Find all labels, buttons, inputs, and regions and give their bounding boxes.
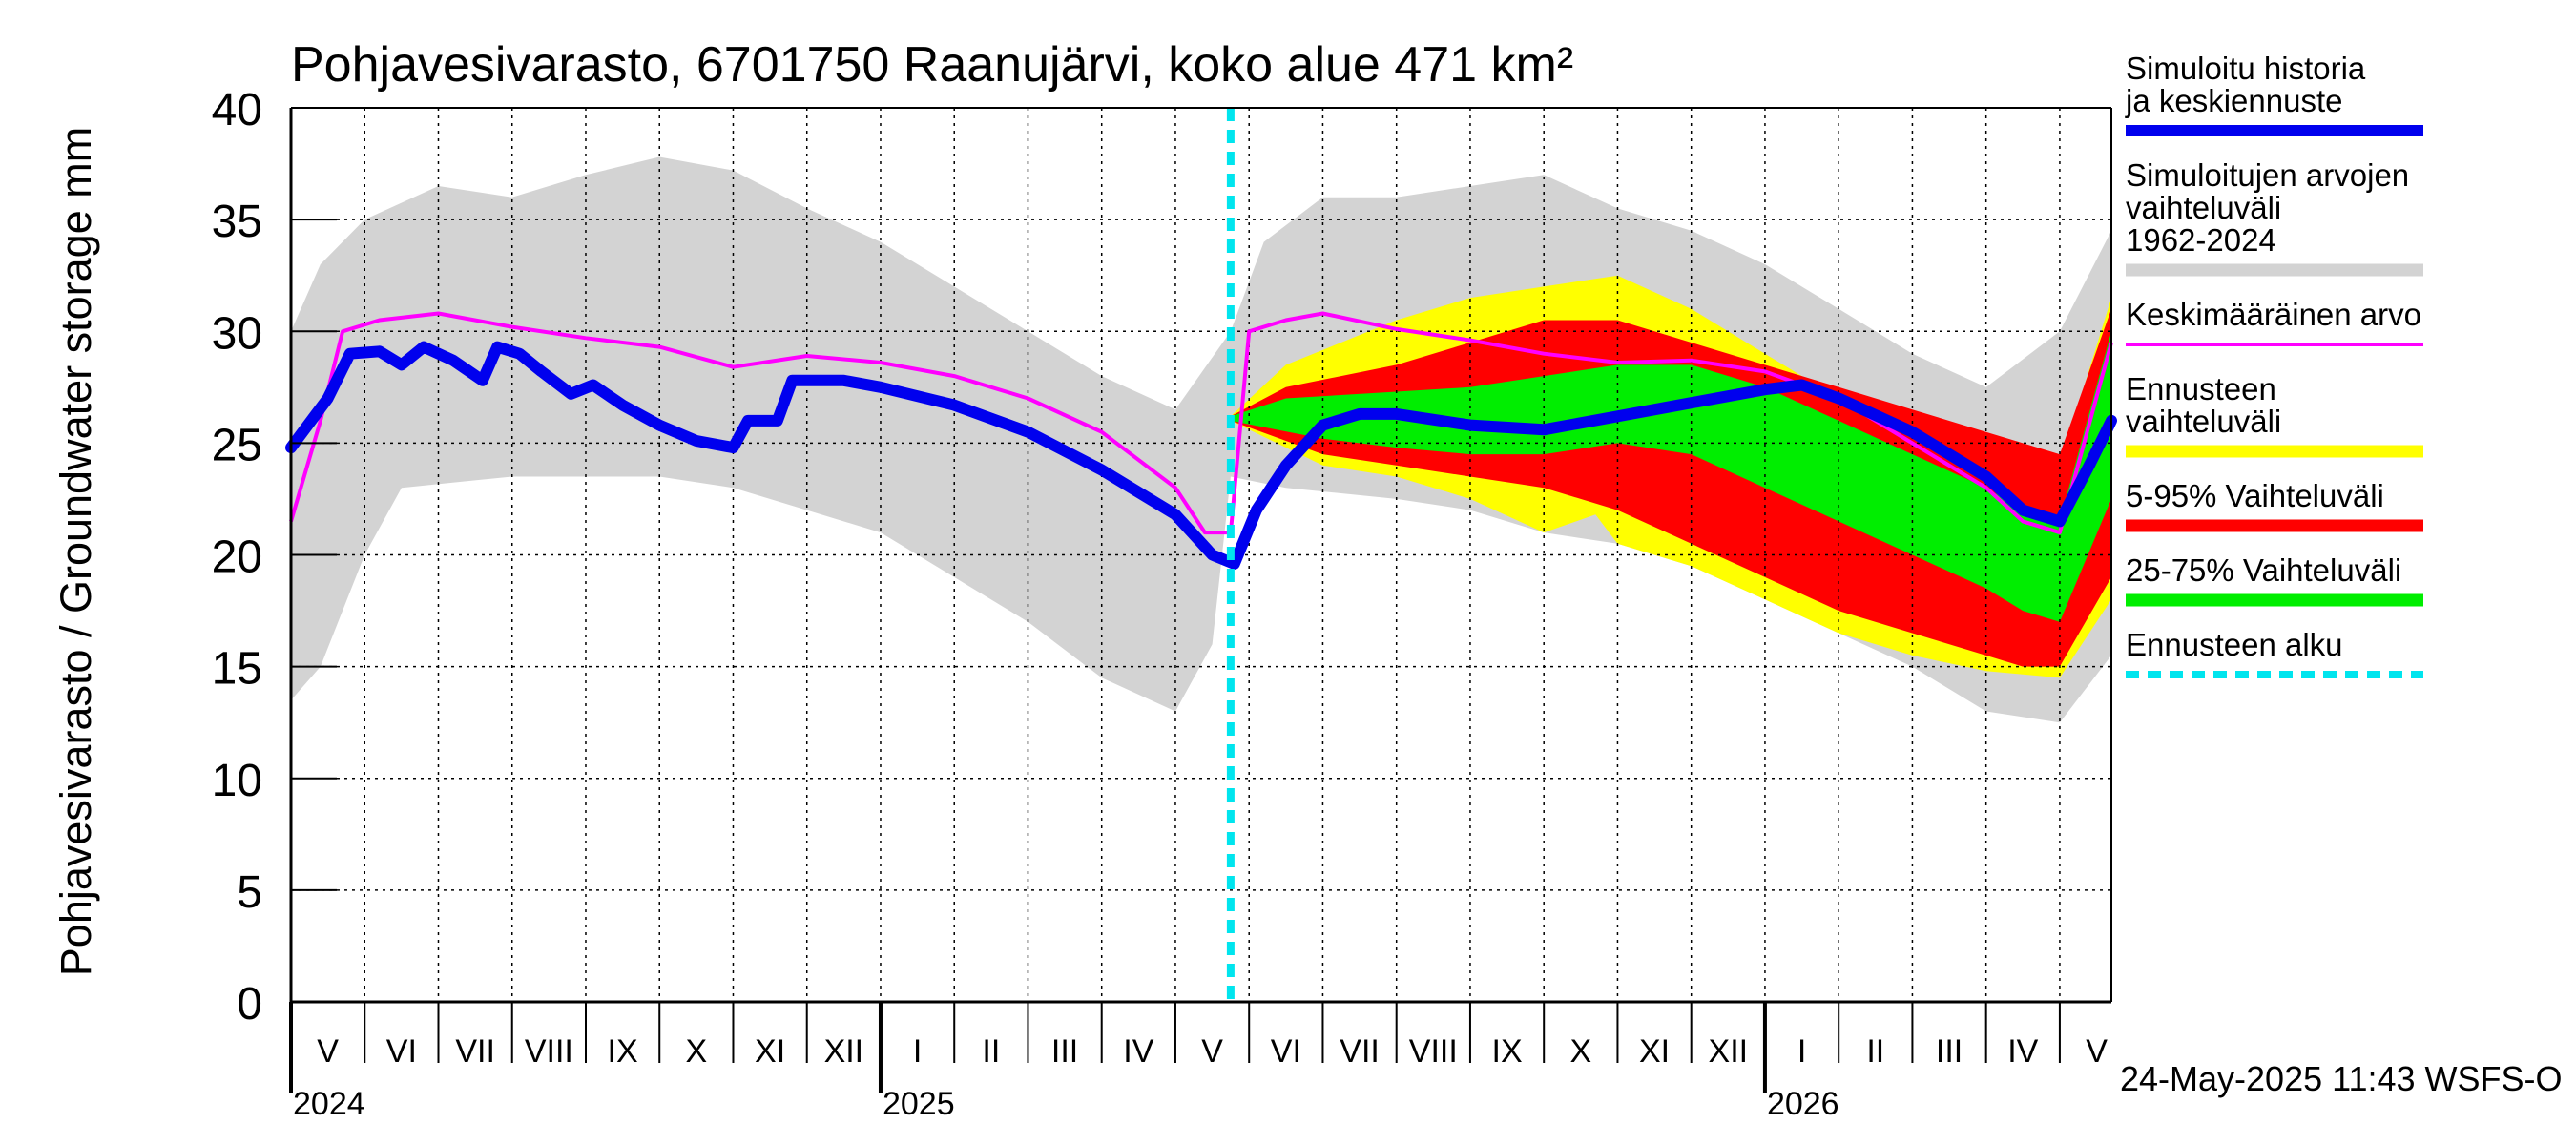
x-month-label: XII: [824, 1033, 864, 1070]
y-tick-label: 15: [212, 644, 262, 695]
x-month-label: I: [913, 1033, 922, 1070]
y-tick-label: 40: [212, 85, 262, 135]
x-month-label: II: [1866, 1033, 1884, 1070]
x-month-label: VIII: [1409, 1033, 1458, 1070]
legend-label-ennusteen-alku: Ennusteen alku: [2126, 627, 2343, 662]
x-month-label: VIII: [525, 1033, 573, 1070]
x-month-label: VI: [386, 1033, 417, 1070]
x-month-label: I: [1797, 1033, 1806, 1070]
legend-label-25-75-vaihteluv-li: 25-75% Vaihteluväli: [2126, 552, 2401, 588]
y-tick-label: 20: [212, 532, 262, 583]
x-month-label: V: [1201, 1033, 1223, 1070]
x-year-label: 2024: [293, 1086, 365, 1122]
x-month-label: XI: [1639, 1033, 1670, 1070]
band-25-75-vaihteluv-li: [1230, 331, 2111, 622]
simulated-history-line: [285, 341, 2117, 570]
x-month-label: IV: [1123, 1033, 1153, 1070]
x-month-label: IX: [1492, 1033, 1523, 1070]
y-tick-label: 35: [212, 197, 262, 247]
legend-label-simuloitujen-arvojen-vaihteluv-li-1962-2024: vaihteluväli: [2126, 190, 2281, 225]
x-month-label: II: [982, 1033, 1000, 1070]
x-month-label: X: [686, 1033, 708, 1070]
x-month-label: X: [1569, 1033, 1591, 1070]
y-tick-label: 5: [237, 867, 262, 918]
x-year-label: 2026: [1767, 1086, 1839, 1122]
y-tick-label: 30: [212, 308, 262, 359]
x-month-label: V: [2086, 1033, 2108, 1070]
footer-timestamp: 24-May-2025 11:43 WSFS-O: [2120, 1059, 2563, 1098]
x-month-label: XI: [755, 1033, 785, 1070]
x-month-label: V: [317, 1033, 339, 1070]
x-month-label: III: [1936, 1033, 1963, 1070]
x-month-label: IX: [608, 1033, 638, 1070]
x-month-label: VII: [1340, 1033, 1380, 1070]
x-month-label: III: [1051, 1033, 1078, 1070]
legend-label-ennusteen-vaihteluv-li: Ennusteen: [2126, 371, 2276, 406]
y-axis-label: Pohjavesivarasto / Groundwater storage m…: [52, 127, 100, 976]
y-tick-label: 25: [212, 420, 262, 470]
legend-label-simuloitu-historia-ja-keskiennuste: Simuloitu historia: [2126, 51, 2366, 86]
x-month-label: IV: [2007, 1033, 2038, 1070]
legend-label-simuloitu-historia-ja-keskiennuste: ja keskiennuste: [2125, 83, 2342, 118]
legend-label-ennusteen-vaihteluv-li: vaihteluväli: [2126, 404, 2281, 439]
x-year-label: 2025: [883, 1086, 955, 1122]
legend-label-5-95-vaihteluv-li: 5-95% Vaihteluväli: [2126, 478, 2384, 513]
legend-label-simuloitujen-arvojen-vaihteluv-li-1962-2024: Simuloitujen arvojen: [2126, 157, 2409, 193]
x-month-label: VI: [1271, 1033, 1301, 1070]
y-tick-label: 0: [237, 979, 262, 1030]
chart-title: Pohjavesivarasto, 6701750 Raanujärvi, ko…: [291, 37, 1573, 93]
legend-label-keskim-r-inen-arvo: Keskimääräinen arvo: [2126, 297, 2421, 332]
x-month-label: VII: [455, 1033, 495, 1070]
y-tick-label: 10: [212, 756, 262, 806]
legend-label-simuloitujen-arvojen-vaihteluv-li-1962-2024: 1962-2024: [2126, 222, 2276, 258]
x-month-label: XII: [1709, 1033, 1749, 1070]
